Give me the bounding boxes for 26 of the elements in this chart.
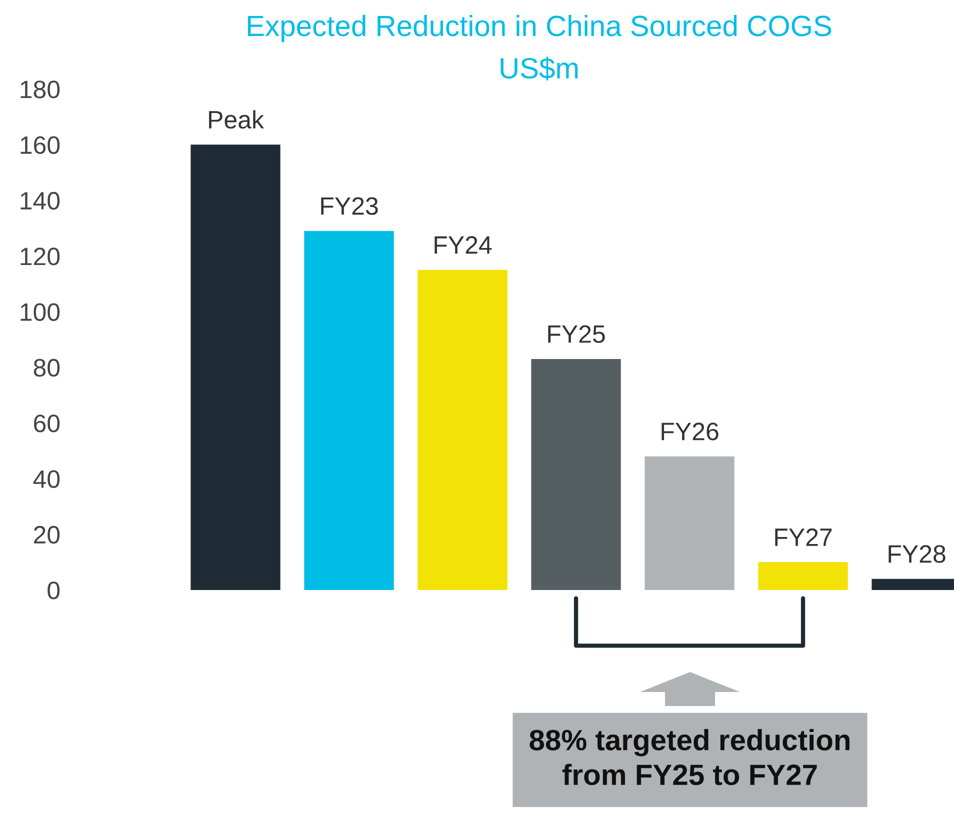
x-tick-label: FY24 [434,236,492,254]
bar [644,456,734,590]
bar [531,358,621,590]
x-tick-label: Peak [209,110,264,129]
y-tick-label: 120 [20,248,60,266]
bar [418,270,508,590]
y-tick-label: 80 [34,358,60,377]
bar [758,562,848,590]
chart-subtitle: US$m [500,56,578,80]
y-tick-label: 0 [48,582,60,600]
y-tick-label: 100 [20,303,60,321]
x-tick-label: FY26 [662,422,718,440]
text: 88% targeted reduction from FY25 to FY27 [530,729,850,786]
y-tick-label: 160 [20,136,60,154]
x-tick-label: FY23 [321,197,378,215]
x-tick-label: FY25 [548,325,605,343]
chart-title: Expected Reduction in China Sourced COGS [248,14,832,42]
y-tick-label: 140 [20,192,60,210]
x-tick-label: FY28 [888,545,946,563]
y-tick-label: 180 [20,80,60,98]
y-tick-label: 40 [33,470,60,488]
y-tick-label: 60 [34,414,60,432]
x-tick-label: FY27 [775,528,832,546]
y-tick-label: 20 [34,526,60,544]
bar [304,230,394,590]
bar [190,144,280,590]
